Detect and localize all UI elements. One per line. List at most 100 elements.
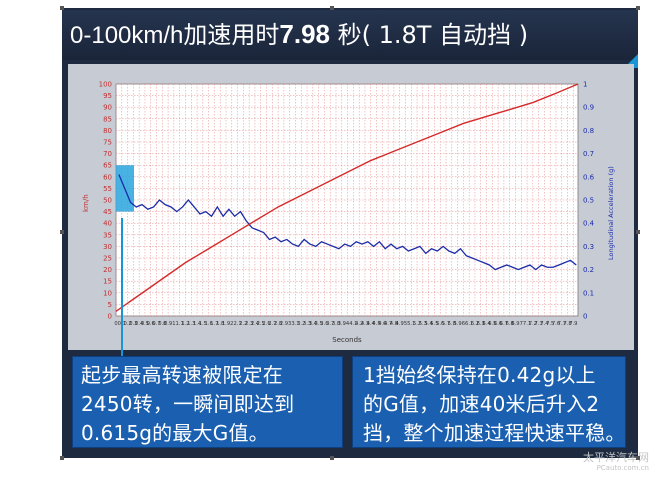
y-tick-label-left: 35 (103, 231, 112, 239)
x-tick-label: 0 (114, 321, 117, 327)
note-right-line-3: 挡，整个加速过程快速平稳。 (363, 421, 626, 445)
y-tick-label-left: 5 (108, 301, 112, 309)
x-axis-ticks: 00.10.20.30.40.50.60.70.80.911.11.21.31.… (114, 321, 577, 327)
x-tick-label: 5.3 (419, 321, 427, 327)
resize-handle[interactable] (60, 456, 64, 460)
x-tick-label: 2 (230, 321, 233, 327)
x-tick-label: 4.8 (390, 321, 398, 327)
resize-handle[interactable] (636, 230, 640, 234)
y-tick-label-left: 0 (108, 313, 112, 321)
watermark: 太平洋汽车网 PCauto.com.cn (583, 452, 649, 473)
y-tick-label-right: 0.1 (583, 289, 594, 297)
y-tick-label-right: 0.8 (583, 127, 594, 135)
x-tick-label: 6.5 (488, 321, 496, 327)
resize-handle[interactable] (60, 230, 64, 234)
y-tick-label-left: 10 (103, 289, 112, 297)
x-tick-label: 5.8 (448, 321, 456, 327)
title-speed: 0-100km/h (70, 22, 184, 49)
y-tick-label-left: 25 (103, 255, 112, 263)
y-axis-label-left: km/h (82, 194, 90, 212)
resize-handle[interactable] (636, 6, 640, 10)
x-tick-label: 1.8 (216, 321, 224, 327)
x-tick-label: 7.8 (563, 321, 571, 327)
resize-handle[interactable] (330, 6, 334, 10)
title-text: 加速用时 (183, 21, 280, 49)
x-tick-label: 5.4 (425, 321, 434, 327)
x-tick-label: 6.4 (482, 321, 491, 327)
x-tick-label: 3.2 (297, 321, 305, 327)
x-tick-label: 2.3 (245, 321, 253, 327)
x-tick-label: 0.2 (123, 321, 131, 327)
x-tick-label: 6.9 (511, 321, 519, 327)
title-time: 7.98 (279, 19, 330, 49)
x-tick-label: 4.6 (378, 321, 386, 327)
y-tick-label-left: 65 (103, 162, 112, 170)
note-left-line-1: 起步最高转速被限定在 (81, 363, 283, 387)
y-tick-label-left: 40 (103, 220, 112, 228)
y-tick-label-right: 0.5 (583, 197, 594, 205)
x-tick-label: 1.7 (210, 321, 218, 327)
resize-handle[interactable] (330, 456, 334, 460)
right-axis-ticks: 0 0.1 0.2 0.3 0.4 0.5 0.6 0.7 0.8 0.9 1 (583, 81, 595, 321)
y-tick-label-right: 0.6 (583, 173, 595, 181)
watermark-line-1: 太平洋汽车网 (583, 451, 649, 464)
y-tick-label-left: 80 (103, 127, 112, 135)
y-tick-label-left: 90 (103, 104, 112, 112)
x-tick-label: 2.2 (239, 321, 247, 327)
x-tick-label: 0.8 (158, 321, 166, 327)
x-tick-label: 4.3 (361, 321, 369, 327)
title-detail: ( 1.8T 自动挡 ) (361, 21, 529, 49)
note-right-line-1: 1挡始终保持在0.42g以上 (363, 363, 596, 387)
x-tick-label: 4.7 (384, 321, 392, 327)
x-tick-label: 1.5 (199, 321, 207, 327)
y-tick-label-left: 85 (103, 115, 112, 123)
x-tick-label: 7.7 (558, 321, 566, 327)
x-tick-label: 7.9 (569, 321, 577, 327)
x-tick-label: 1.6 (205, 321, 213, 327)
chart-panel: 0 5 10 15 20 25 30 35 40 45 50 55 60 65 70 75 80 85 90 95 10… (68, 64, 634, 350)
x-tick-label: 3.7 (326, 321, 334, 327)
grid-horizontal (116, 83, 578, 317)
x-tick-label: 6.1 (465, 321, 473, 327)
x-tick-label: 6.6 (494, 321, 502, 327)
pointer-line (121, 218, 123, 358)
x-tick-label: 3.9 (338, 321, 346, 327)
left-axis-ticks: 0 5 10 15 20 25 30 35 40 45 50 55 60 65 70 75 80 85 90 95 10… (99, 81, 112, 321)
x-tick-label: 3.6 (320, 321, 328, 327)
note-left-line-2: 2450转，一瞬间即达到 (81, 392, 295, 416)
x-tick-label: 3.1 (291, 321, 299, 327)
x-tick-label: 6.8 (506, 321, 514, 327)
resize-handle[interactable] (60, 6, 64, 10)
x-tick-label: 2.7 (268, 321, 276, 327)
x-tick-label: 6 (462, 321, 465, 327)
x-tick-label: 4.4 (367, 321, 376, 327)
y-tick-label-left: 75 (103, 139, 112, 147)
x-tick-label: 7.2 (529, 321, 537, 327)
series-acceleration-line (118, 174, 577, 271)
x-tick-label: 7.1 (523, 321, 531, 327)
x-tick-label: 1 (172, 321, 175, 327)
y-tick-label-left: 70 (103, 150, 112, 158)
resize-handle[interactable] (636, 456, 640, 460)
note-box-right: 1挡始终保持在0.42g以上 的G值，加速40米后升入2 挡，整个加速过程快速平… (352, 356, 626, 448)
y-tick-label-left: 20 (103, 266, 112, 274)
x-tick-label: 3.3 (303, 321, 311, 327)
y-tick-label-right: 0.3 (583, 243, 594, 251)
x-tick-label: 5.1 (407, 321, 415, 327)
y-tick-label-right: 0.4 (583, 220, 595, 228)
x-tick-label: 0.5 (141, 321, 149, 327)
y-tick-label-right: 0.9 (583, 104, 594, 112)
x-tick-label: 3.8 (332, 321, 340, 327)
y-tick-label-left: 15 (103, 278, 112, 286)
x-tick-label: 3 (288, 321, 291, 327)
y-tick-label-left: 55 (103, 185, 112, 193)
x-tick-label: 5.6 (436, 321, 444, 327)
x-tick-label: 7.5 (546, 321, 554, 327)
y-tick-label-left: 50 (103, 197, 112, 205)
x-tick-label: 6.7 (500, 321, 508, 327)
x-tick-label: 0.3 (129, 321, 137, 327)
y-tick-label-left: 60 (103, 173, 112, 181)
x-tick-label: 0.7 (152, 321, 160, 327)
y-tick-label-left: 95 (103, 92, 112, 100)
y-tick-label-left: 30 (103, 243, 112, 251)
